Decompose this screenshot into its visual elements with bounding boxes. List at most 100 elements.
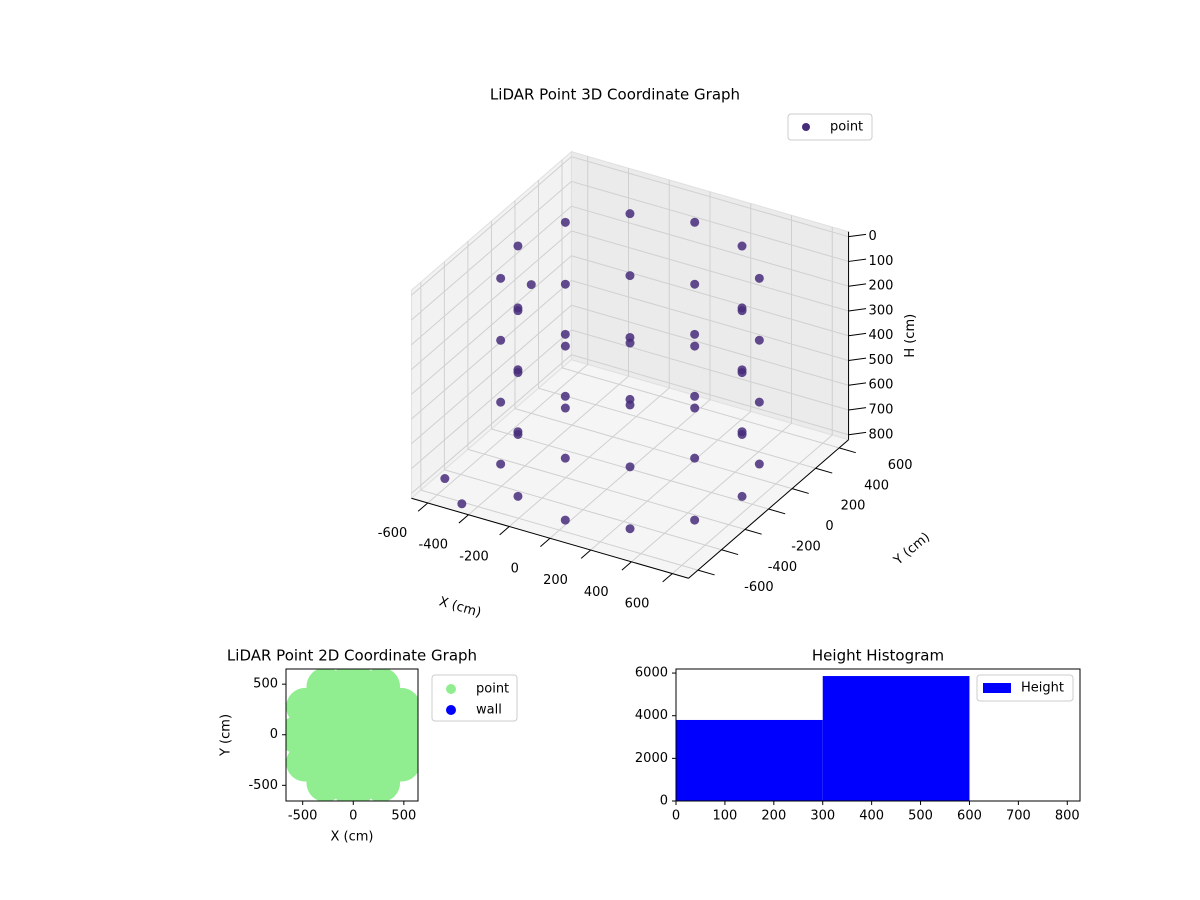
point xyxy=(440,474,450,484)
grid-line xyxy=(571,329,849,411)
chart-title: Height Histogram xyxy=(812,647,944,665)
chart-title: LiDAR Point 2D Coordinate Graph xyxy=(227,647,477,665)
tick-mark xyxy=(848,308,867,312)
axes-frame xyxy=(675,668,1081,802)
chart-title: LiDAR Point 3D Coordinate Graph xyxy=(490,86,740,104)
legend-label: point xyxy=(476,682,509,697)
tick-mark xyxy=(540,537,551,547)
point xyxy=(560,217,570,227)
y-tick-label: -200 xyxy=(791,539,821,554)
point xyxy=(625,462,635,472)
point xyxy=(625,332,635,342)
tick-mark xyxy=(791,488,809,494)
x-tick-label: 0 xyxy=(511,561,519,576)
point xyxy=(690,279,700,289)
point xyxy=(625,209,635,219)
point xyxy=(690,329,700,339)
point xyxy=(513,491,523,501)
grid-line xyxy=(571,156,849,238)
x-tick-label: 0 xyxy=(672,809,680,824)
grid-line xyxy=(571,255,849,337)
z-tick-label: 300 xyxy=(869,303,894,318)
tick-mark xyxy=(848,283,867,287)
bar xyxy=(676,719,823,801)
grid-line xyxy=(571,230,849,312)
grid-line xyxy=(444,469,722,551)
y-tick-label: 400 xyxy=(864,478,889,493)
x-tick-label: 500 xyxy=(908,809,933,824)
point xyxy=(754,335,764,345)
point xyxy=(690,391,700,401)
grid-line xyxy=(538,387,816,469)
legend-marker xyxy=(802,123,810,131)
point xyxy=(457,499,467,509)
x-tick-label: 300 xyxy=(810,809,835,824)
y-tick-label: -600 xyxy=(744,580,774,595)
point xyxy=(690,515,700,525)
legend-marker xyxy=(446,684,456,694)
grid-line xyxy=(411,181,572,321)
x-tick-label: 700 xyxy=(1006,809,1031,824)
legend-label: point xyxy=(830,120,863,135)
point xyxy=(496,335,506,345)
point xyxy=(754,273,764,283)
y-tick-label: 500 xyxy=(253,677,278,692)
grid-line xyxy=(411,255,572,395)
point xyxy=(737,365,747,375)
x-tick-label: 500 xyxy=(391,809,416,824)
x-tick-label: 400 xyxy=(859,809,884,824)
plot-area xyxy=(286,669,418,801)
tick-mark xyxy=(848,233,867,238)
legend-label: Height xyxy=(1021,681,1064,696)
tick-mark xyxy=(768,508,786,515)
grid-line xyxy=(571,205,849,287)
point xyxy=(513,241,523,251)
point xyxy=(737,241,747,251)
z-tick-label: 800 xyxy=(869,427,894,442)
grid-line xyxy=(514,408,793,490)
x-tick-label: 600 xyxy=(625,597,650,612)
tick-mark xyxy=(621,561,632,571)
grid-line xyxy=(420,489,699,571)
z-tick-label: 0 xyxy=(869,229,877,244)
x-tick-label: 0 xyxy=(349,809,357,824)
tick-mark xyxy=(839,447,856,454)
point xyxy=(737,427,747,437)
grid-line xyxy=(411,280,572,420)
tick-mark xyxy=(458,514,469,524)
point xyxy=(560,515,570,525)
z-tick-label: 200 xyxy=(869,279,894,294)
grid-line xyxy=(411,354,572,494)
point xyxy=(625,271,635,281)
point xyxy=(526,280,536,290)
x-tick-label: 200 xyxy=(543,573,568,588)
point xyxy=(560,453,570,463)
legend-box xyxy=(787,113,873,141)
legend-box xyxy=(976,674,1074,702)
grid-line xyxy=(571,304,849,386)
y-tick-label: 200 xyxy=(841,499,866,514)
x-tick-label: -400 xyxy=(419,538,449,553)
tick-mark xyxy=(697,569,715,576)
grid-line xyxy=(411,156,572,296)
point xyxy=(560,279,570,289)
point xyxy=(496,397,506,407)
axis-line xyxy=(411,497,689,579)
grid-line xyxy=(411,329,572,469)
tick-mark xyxy=(848,258,867,262)
grid-line xyxy=(411,304,572,445)
z-tick-label: 400 xyxy=(869,328,894,343)
tick-mark xyxy=(744,528,762,535)
point xyxy=(334,715,373,754)
tick-mark xyxy=(848,431,867,436)
z-tick-label: 700 xyxy=(869,403,894,418)
point xyxy=(560,403,570,413)
y-tick-label: -400 xyxy=(768,560,798,575)
tick-mark xyxy=(417,502,429,512)
grid-line xyxy=(411,230,572,370)
point xyxy=(513,365,523,375)
point xyxy=(690,217,700,227)
y-tick-label: 600 xyxy=(888,458,913,473)
